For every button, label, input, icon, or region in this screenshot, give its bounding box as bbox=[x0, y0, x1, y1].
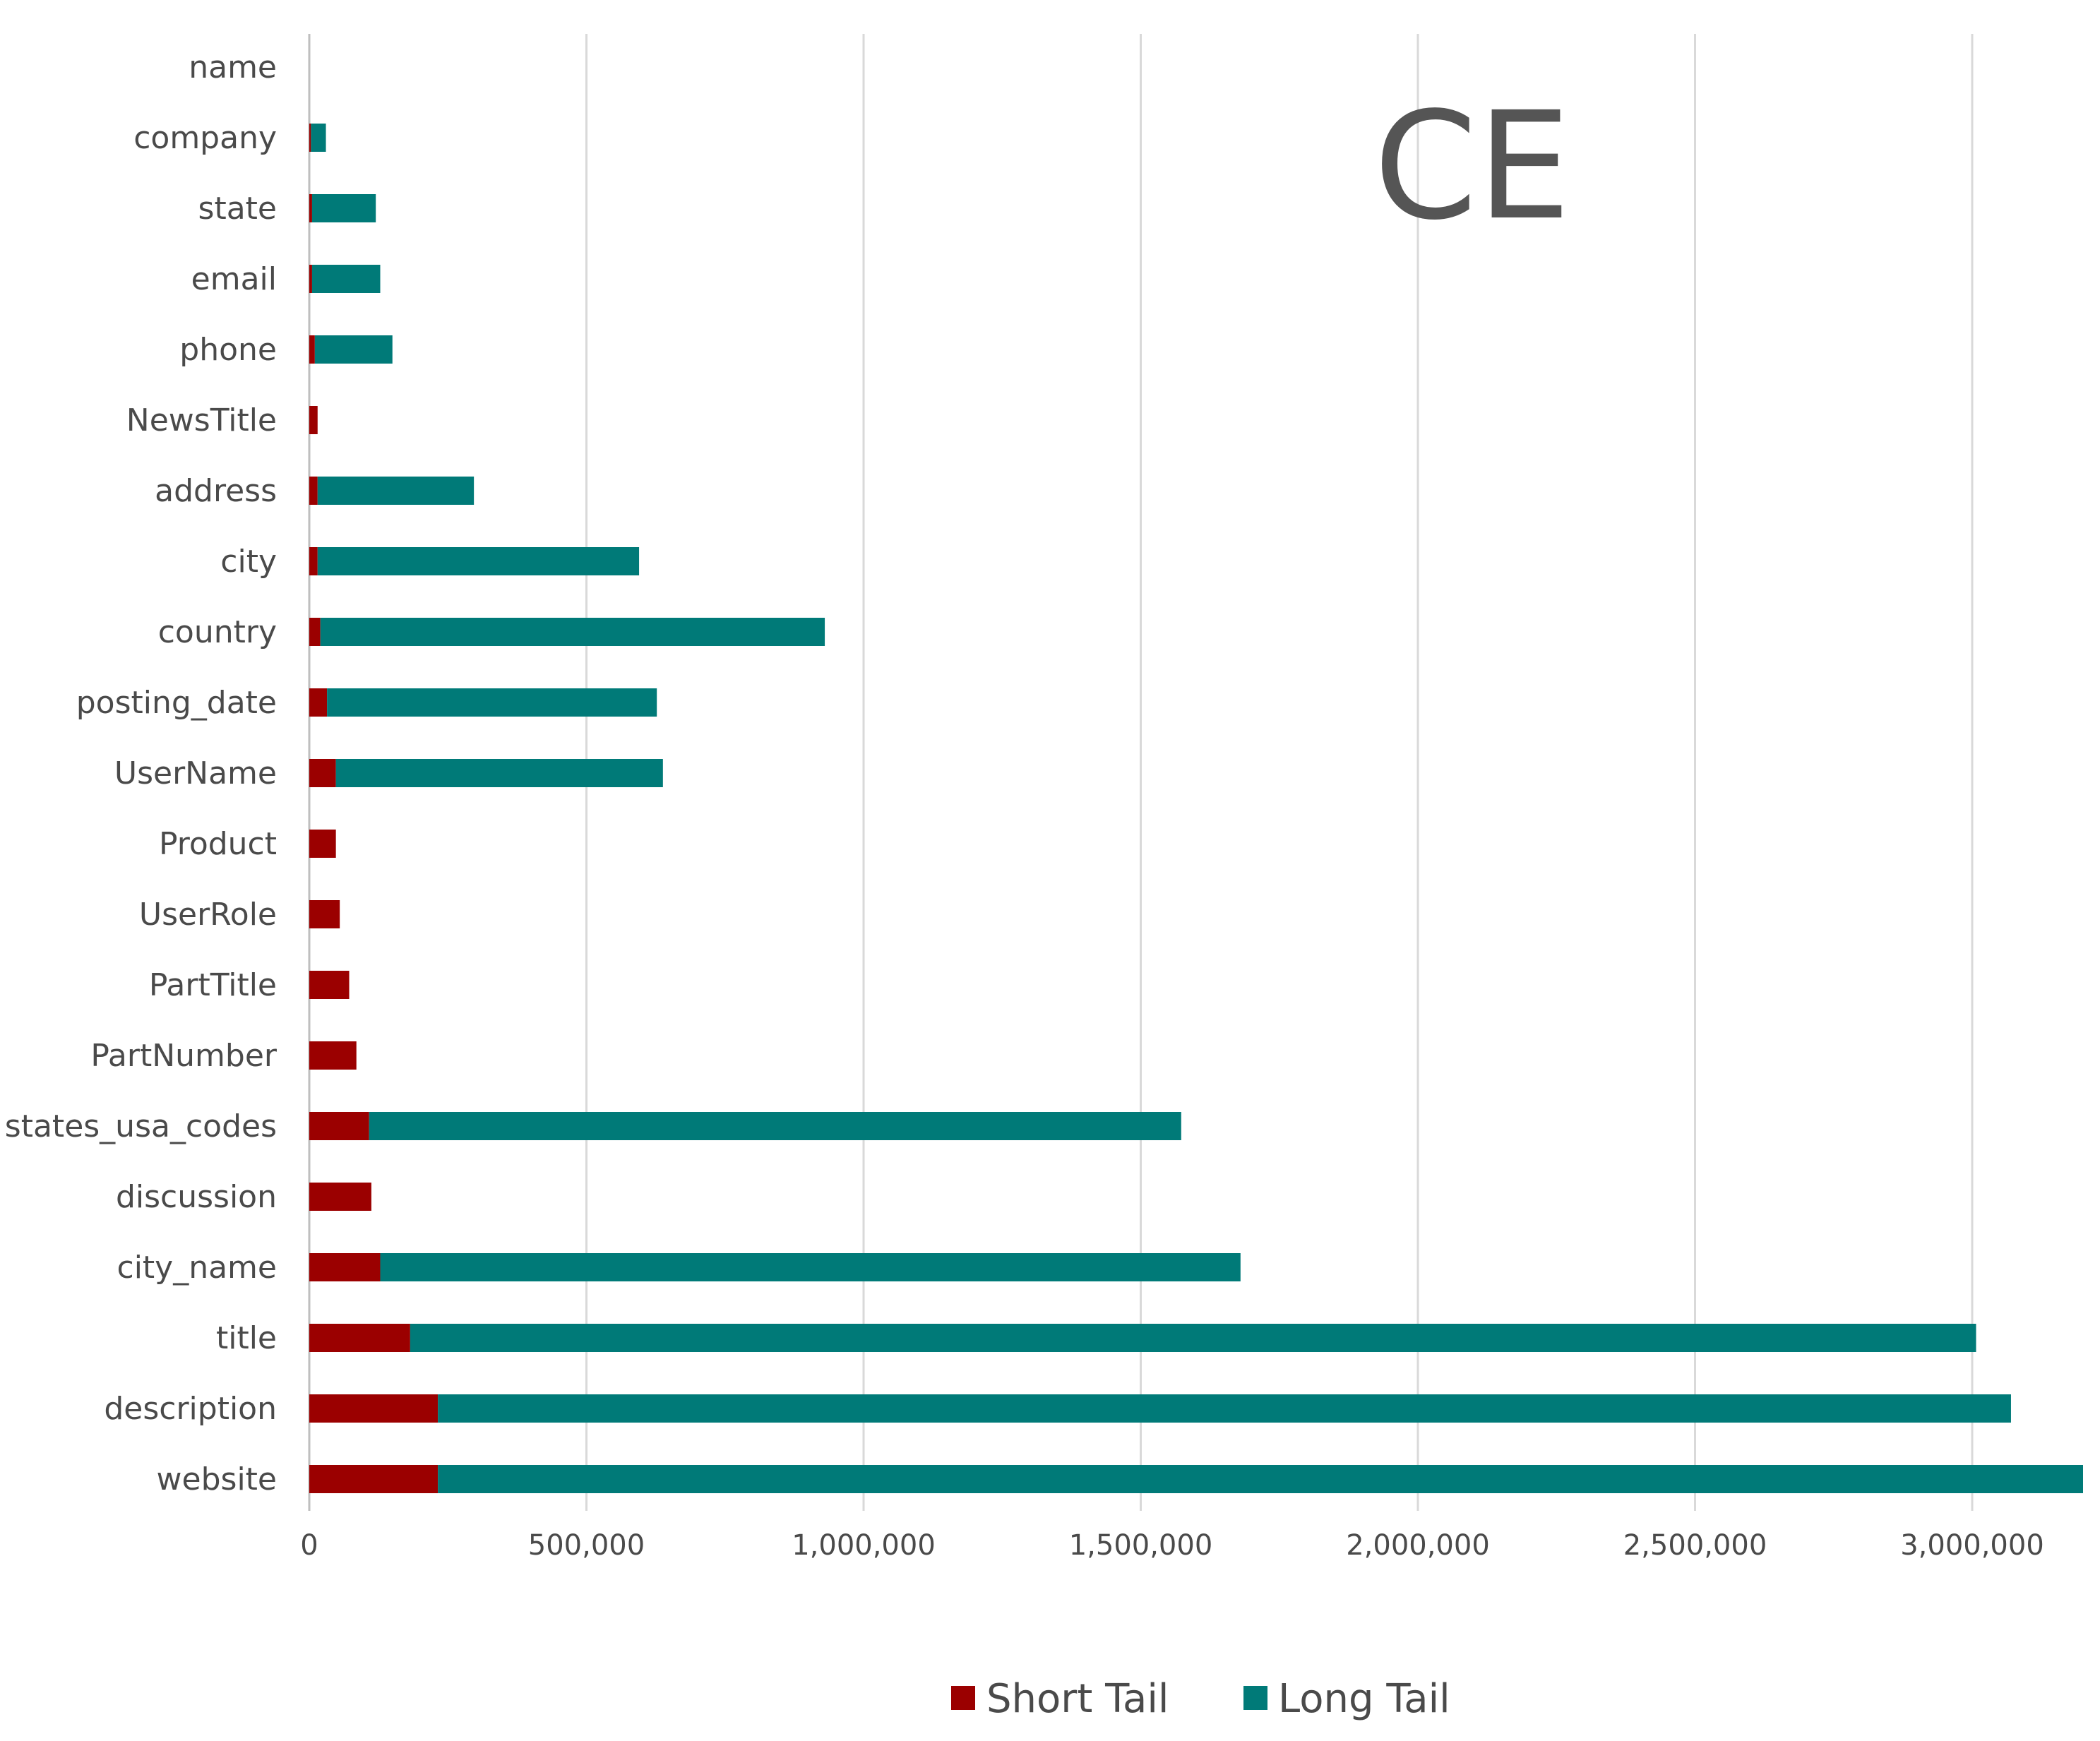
category-label-parttitle: PartTitle bbox=[149, 967, 277, 1003]
category-label-title: title bbox=[216, 1320, 277, 1356]
category-label-newstitle: NewsTitle bbox=[126, 402, 277, 438]
x-tick-label-3-000-000: 3,000,000 bbox=[1900, 1529, 2044, 1562]
bar-state-long-tail bbox=[311, 194, 376, 222]
bar-description-short-tail bbox=[309, 1394, 439, 1423]
bar-address-short-tail bbox=[309, 477, 318, 505]
bar-posting-date-long-tail bbox=[327, 688, 657, 717]
category-labels: name company state email phone NewsTitle addre… bbox=[5, 49, 278, 1497]
category-label-city-name: city_name bbox=[117, 1250, 278, 1286]
category-label-posting-date: posting_date bbox=[76, 685, 277, 721]
bar-company-long-tail bbox=[311, 124, 326, 152]
bar-city-long-tail bbox=[317, 547, 640, 575]
category-label-email: email bbox=[191, 261, 277, 297]
category-label-website: website bbox=[157, 1461, 277, 1497]
bar-username-long-tail bbox=[335, 759, 663, 787]
bar-posting-date-short-tail bbox=[309, 688, 328, 717]
category-label-states-usa-codes: states_usa_codes bbox=[5, 1108, 277, 1144]
bars bbox=[309, 124, 2083, 1493]
bar-email-short-tail bbox=[309, 265, 312, 293]
bar-country-short-tail bbox=[309, 618, 321, 646]
x-tick-label-0: 0 bbox=[300, 1529, 318, 1562]
legend-swatch-long-tail bbox=[1243, 1686, 1267, 1710]
category-label-product: Product bbox=[159, 826, 277, 862]
bar-partnumber-short-tail bbox=[309, 1041, 357, 1070]
bar-parttitle-short-tail bbox=[309, 971, 350, 999]
bar-city-name-short-tail bbox=[309, 1253, 381, 1281]
x-tick-labels: 0 500,000 1,000,000 1,500,000 2,000,000 2,500… bbox=[300, 1529, 2044, 1562]
legend-label-short-tail: Short Tail bbox=[986, 1676, 1169, 1722]
bar-state-short-tail bbox=[309, 194, 312, 222]
bar-discussion-short-tail bbox=[309, 1183, 371, 1211]
category-label-discussion: discussion bbox=[116, 1179, 277, 1215]
category-label-city: city bbox=[220, 544, 277, 580]
bar-country-long-tail bbox=[320, 618, 825, 646]
category-label-country: country bbox=[158, 614, 277, 650]
category-label-address: address bbox=[155, 473, 277, 509]
bar-userrole-short-tail bbox=[309, 900, 340, 928]
category-label-name: name bbox=[189, 49, 277, 85]
category-label-description: description bbox=[104, 1391, 277, 1427]
category-label-userrole: UserRole bbox=[139, 897, 277, 933]
bar-product-short-tail bbox=[309, 830, 336, 858]
bar-description-long-tail bbox=[438, 1394, 2011, 1423]
x-tick-label-2-500-000: 2,500,000 bbox=[1623, 1529, 1767, 1562]
category-label-phone: phone bbox=[179, 332, 277, 368]
legend: Short Tail Long Tail bbox=[951, 1676, 1450, 1722]
x-tick-label-2-000-000: 2,000,000 bbox=[1346, 1529, 1490, 1562]
bar-states-usa-codes-short-tail bbox=[309, 1112, 369, 1140]
bar-states-usa-codes-long-tail bbox=[369, 1112, 1181, 1140]
category-label-username: UserName bbox=[114, 755, 277, 791]
legend-label-long-tail: Long Tail bbox=[1278, 1676, 1450, 1722]
bar-username-short-tail bbox=[309, 759, 336, 787]
bar-city-short-tail bbox=[309, 547, 318, 575]
bar-website-long-tail bbox=[438, 1465, 2083, 1493]
bar-phone-short-tail bbox=[309, 335, 315, 364]
bar-email-long-tail bbox=[311, 265, 381, 293]
x-tick-label-1-000-000: 1,000,000 bbox=[792, 1529, 936, 1562]
legend-swatch-short-tail bbox=[951, 1686, 975, 1710]
bar-address-long-tail bbox=[317, 477, 475, 505]
x-tick-label-1-500-000: 1,500,000 bbox=[1069, 1529, 1213, 1562]
bar-newstitle-short-tail bbox=[309, 406, 318, 434]
chart-title: CE bbox=[1373, 80, 1570, 253]
bar-company-short-tail bbox=[309, 124, 311, 152]
category-label-state: state bbox=[198, 191, 277, 227]
bar-title-long-tail bbox=[410, 1324, 1976, 1352]
bar-website-short-tail bbox=[309, 1465, 439, 1493]
category-label-partnumber: PartNumber bbox=[90, 1038, 278, 1074]
bar-city-name-long-tail bbox=[380, 1253, 1241, 1281]
bar-title-short-tail bbox=[309, 1324, 410, 1352]
category-label-company: company bbox=[133, 120, 277, 156]
gridlines bbox=[308, 34, 1974, 1511]
bar-phone-long-tail bbox=[314, 335, 393, 364]
x-tick-label-500-000: 500,000 bbox=[528, 1529, 645, 1562]
